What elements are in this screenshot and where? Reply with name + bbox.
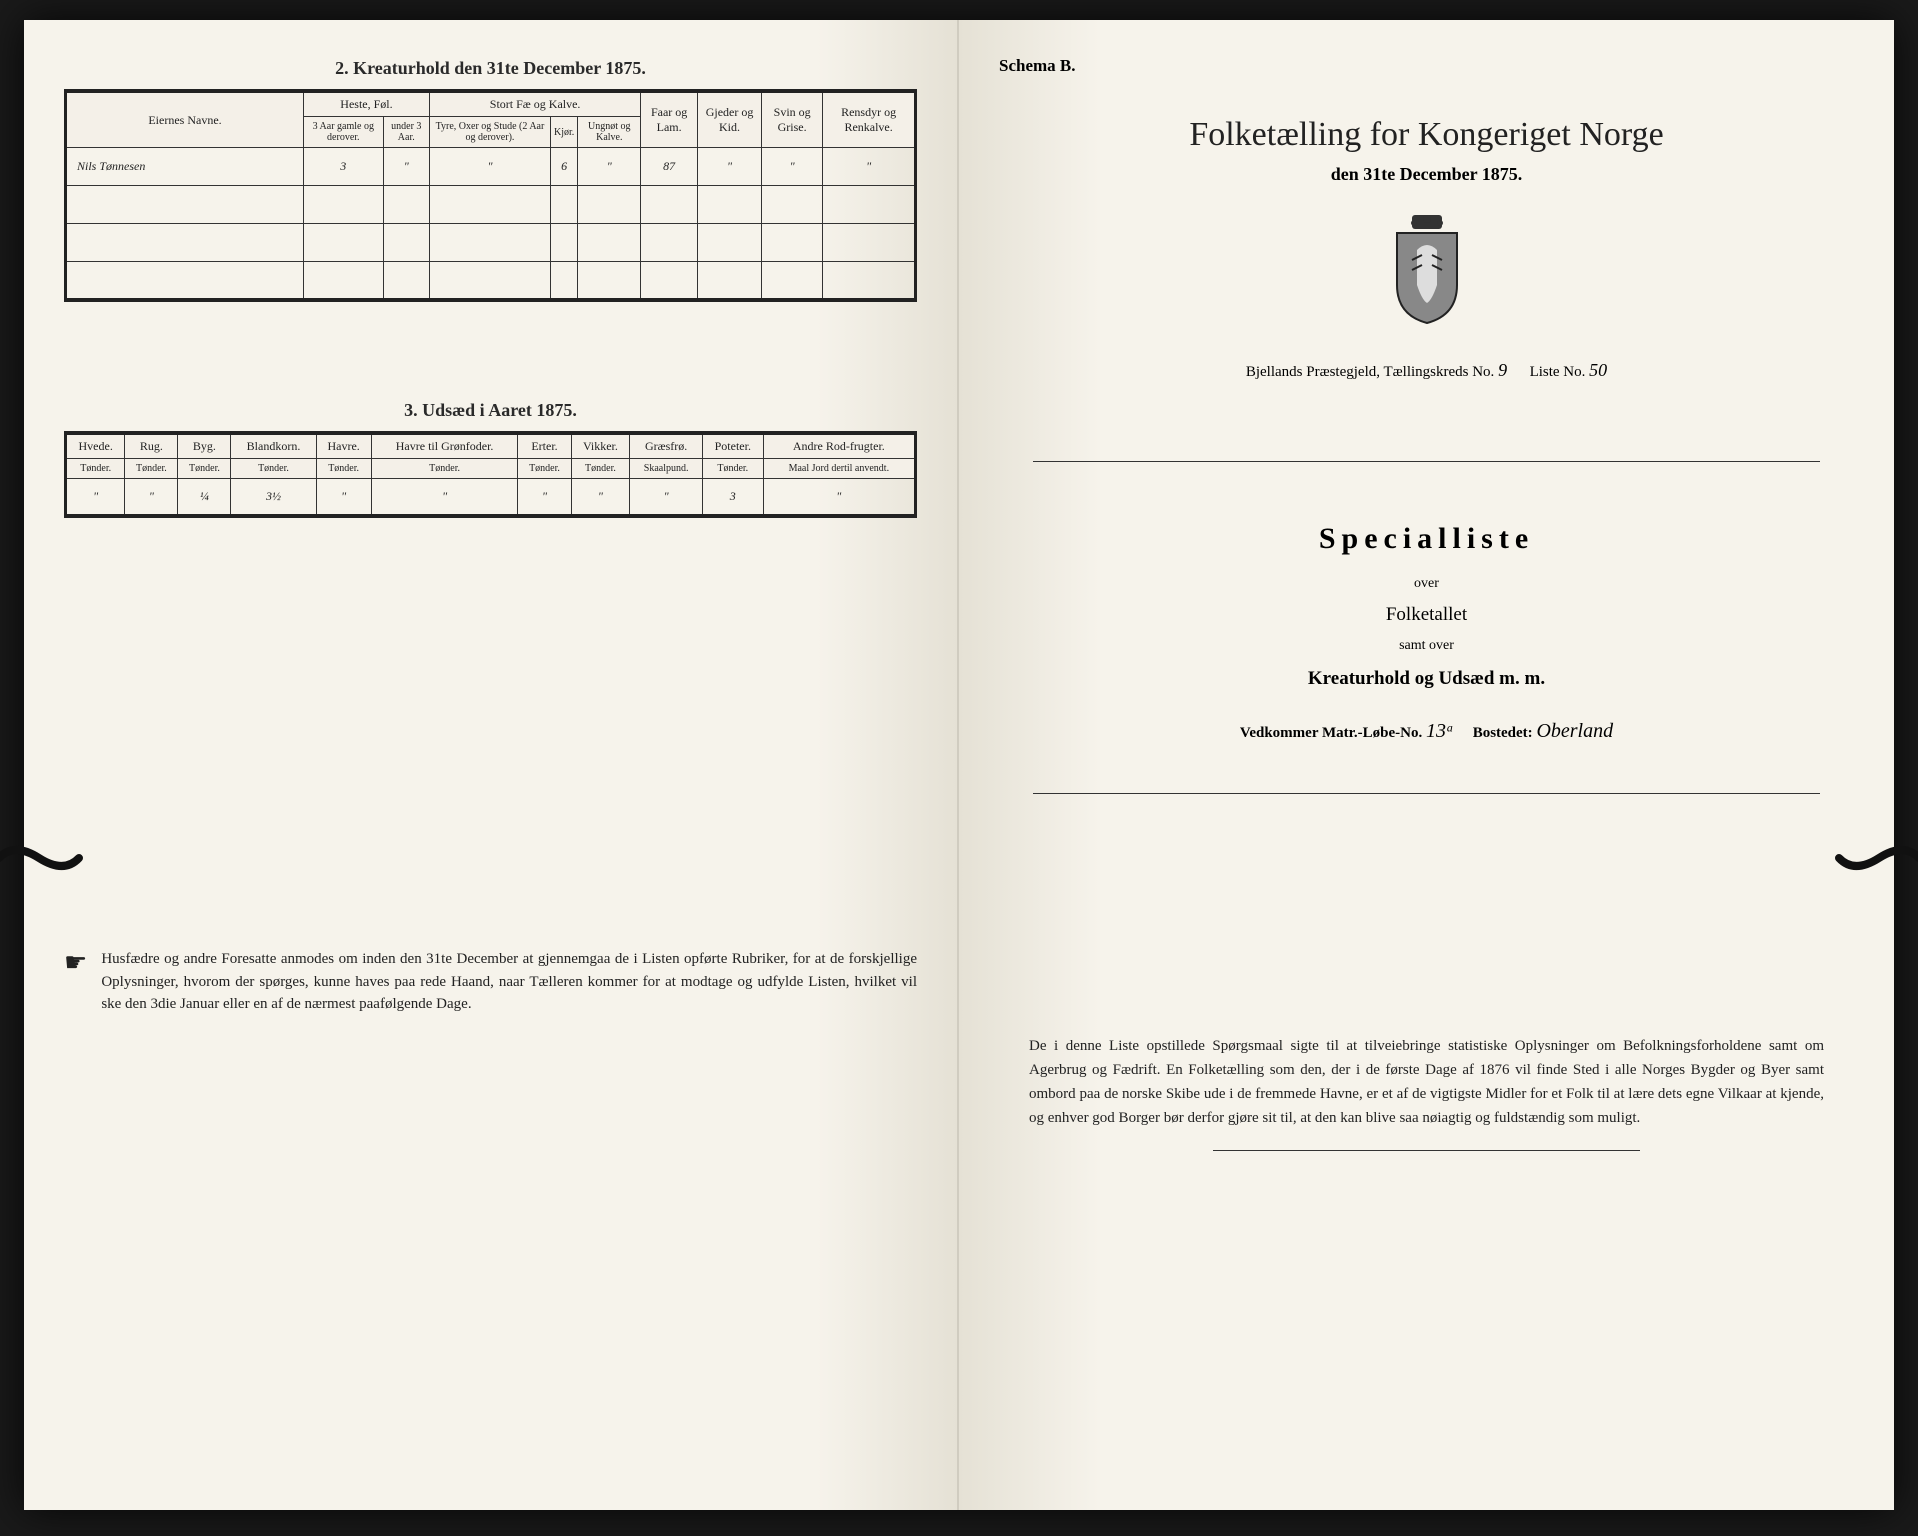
cell: 3: [702, 478, 763, 516]
cell-name: Nils Tønnesen: [66, 148, 304, 186]
col-unit: Tønder.: [125, 458, 178, 478]
table-row: " " ¼ 3½ " " " " " 3 ": [66, 478, 916, 516]
col-header: Andre Rod-frugter.: [763, 433, 915, 459]
matr-label: Vedkommer Matr.-Løbe-No.: [1240, 725, 1422, 741]
col-header: Faar og Lam.: [641, 91, 698, 148]
cell: ": [763, 478, 915, 516]
col-unit: Tønder.: [518, 458, 571, 478]
col-unit: Maal Jord dertil anvendt.: [763, 458, 915, 478]
bosted-value: Oberland: [1536, 720, 1613, 742]
liste-label: Liste No.: [1530, 364, 1586, 380]
binder-clip-icon: [1834, 840, 1918, 876]
over-label: over: [999, 576, 1854, 592]
col-unit: Tønder.: [231, 458, 316, 478]
col-unit: Tønder.: [371, 458, 518, 478]
liste-no: 50: [1589, 360, 1607, 380]
col-unit: Tønder.: [178, 458, 231, 478]
pointing-hand-icon: ☛: [64, 948, 87, 1016]
divider: [1033, 461, 1820, 462]
cell: ": [697, 148, 761, 186]
schema-label: Schema B.: [999, 56, 1854, 76]
col-header: Vikker.: [571, 433, 630, 459]
open-book: 2. Kreaturhold den 31te December 1875. E…: [24, 20, 1894, 1510]
table-row: Nils Tønnesen 3 " " 6 " 87 " " ": [66, 148, 916, 186]
cell: 3: [304, 148, 384, 186]
matr-no: 13ᵃ: [1426, 720, 1454, 742]
col-header: Svin og Grise.: [762, 91, 823, 148]
section-3-title: 3. Udsæd i Aaret 1875.: [64, 400, 917, 421]
col-header: Blandkorn.: [231, 433, 316, 459]
col-unit: Tønder.: [702, 458, 763, 478]
cell: ": [571, 478, 630, 516]
col-header: Havre til Grønfoder.: [371, 433, 518, 459]
divider: [1033, 793, 1820, 794]
col-unit: Tønder.: [316, 458, 371, 478]
subtitle: den 31te December 1875.: [999, 164, 1854, 185]
parish-line: Bjellands Præstegjeld, Tællingskreds No.…: [999, 360, 1854, 381]
col-header: Rug.: [125, 433, 178, 459]
section-2-title: 2. Kreaturhold den 31te December 1875.: [64, 58, 917, 79]
col-subheader: 3 Aar gamle og derover.: [304, 117, 384, 148]
cell: ": [125, 478, 178, 516]
cell: 87: [641, 148, 698, 186]
cell: ": [383, 148, 429, 186]
left-footnote: ☛ Husfædre og andre Foresatte anmodes om…: [64, 948, 917, 1016]
coat-of-arms-icon: [999, 215, 1854, 330]
col-header: Byg.: [178, 433, 231, 459]
right-footnote: De i denne Liste opstillede Spørgsmaal s…: [999, 1034, 1854, 1130]
folketallet-label: Folketallet: [999, 604, 1854, 626]
footnote-text: Husfædre og andre Foresatte anmodes om i…: [101, 948, 917, 1016]
col-header: Hvede.: [66, 433, 125, 459]
col-unit: Tønder.: [571, 458, 630, 478]
samt-over-label: samt over: [999, 638, 1854, 654]
col-subheader: Kjør.: [551, 117, 578, 148]
cell: ": [316, 478, 371, 516]
col-subheader: under 3 Aar.: [383, 117, 429, 148]
col-header: Heste, Føl.: [304, 91, 430, 117]
col-unit: Tønder.: [66, 458, 125, 478]
cell: ¼: [178, 478, 231, 516]
col-header: Stort Fæ og Kalve.: [429, 91, 640, 117]
cell: ": [66, 478, 125, 516]
kreaturhold-label: Kreaturhold og Udsæd m. m.: [999, 668, 1854, 690]
parish-text: Bjellands Præstegjeld, Tællingskreds No.: [1246, 364, 1494, 380]
col-header: Havre.: [316, 433, 371, 459]
matr-line: Vedkommer Matr.-Løbe-No. 13ᵃ Bostedet: O…: [999, 720, 1854, 743]
right-page: Schema B. Folketælling for Kongeriget No…: [959, 20, 1894, 1510]
col-subheader: Tyre, Oxer og Stude (2 Aar og derover).: [429, 117, 550, 148]
col-header: Rensdyr og Renkalve.: [823, 91, 916, 148]
col-header: Poteter.: [702, 433, 763, 459]
col-header: Gjeder og Kid.: [697, 91, 761, 148]
col-header: Erter.: [518, 433, 571, 459]
cell: ": [630, 478, 703, 516]
specialliste-title: Specialliste: [999, 522, 1854, 556]
cell: 6: [551, 148, 578, 186]
cell: ": [823, 148, 916, 186]
table-row: [66, 262, 916, 300]
col-unit: Skaalpund.: [630, 458, 703, 478]
divider: [1213, 1150, 1641, 1151]
col-subheader: Ungnøt og Kalve.: [578, 117, 641, 148]
cell: 3½: [231, 478, 316, 516]
parish-no: 9: [1498, 360, 1507, 380]
left-page: 2. Kreaturhold den 31te December 1875. E…: [24, 20, 959, 1510]
cell: ": [762, 148, 823, 186]
main-title: Folketælling for Kongeriget Norge: [999, 116, 1854, 154]
table-row: [66, 224, 916, 262]
col-header: Eiernes Navne.: [66, 91, 304, 148]
table-udsaed: Hvede. Rug. Byg. Blandkorn. Havre. Havre…: [64, 431, 917, 519]
cell: ": [429, 148, 550, 186]
col-header: Græsfrø.: [630, 433, 703, 459]
table-row: [66, 186, 916, 224]
cell: ": [371, 478, 518, 516]
cell: ": [578, 148, 641, 186]
table-kreaturhold: Eiernes Navne. Heste, Føl. Stort Fæ og K…: [64, 89, 917, 302]
binder-clip-icon: [0, 840, 84, 876]
bosted-label: Bostedet:: [1473, 725, 1533, 741]
cell: ": [518, 478, 571, 516]
